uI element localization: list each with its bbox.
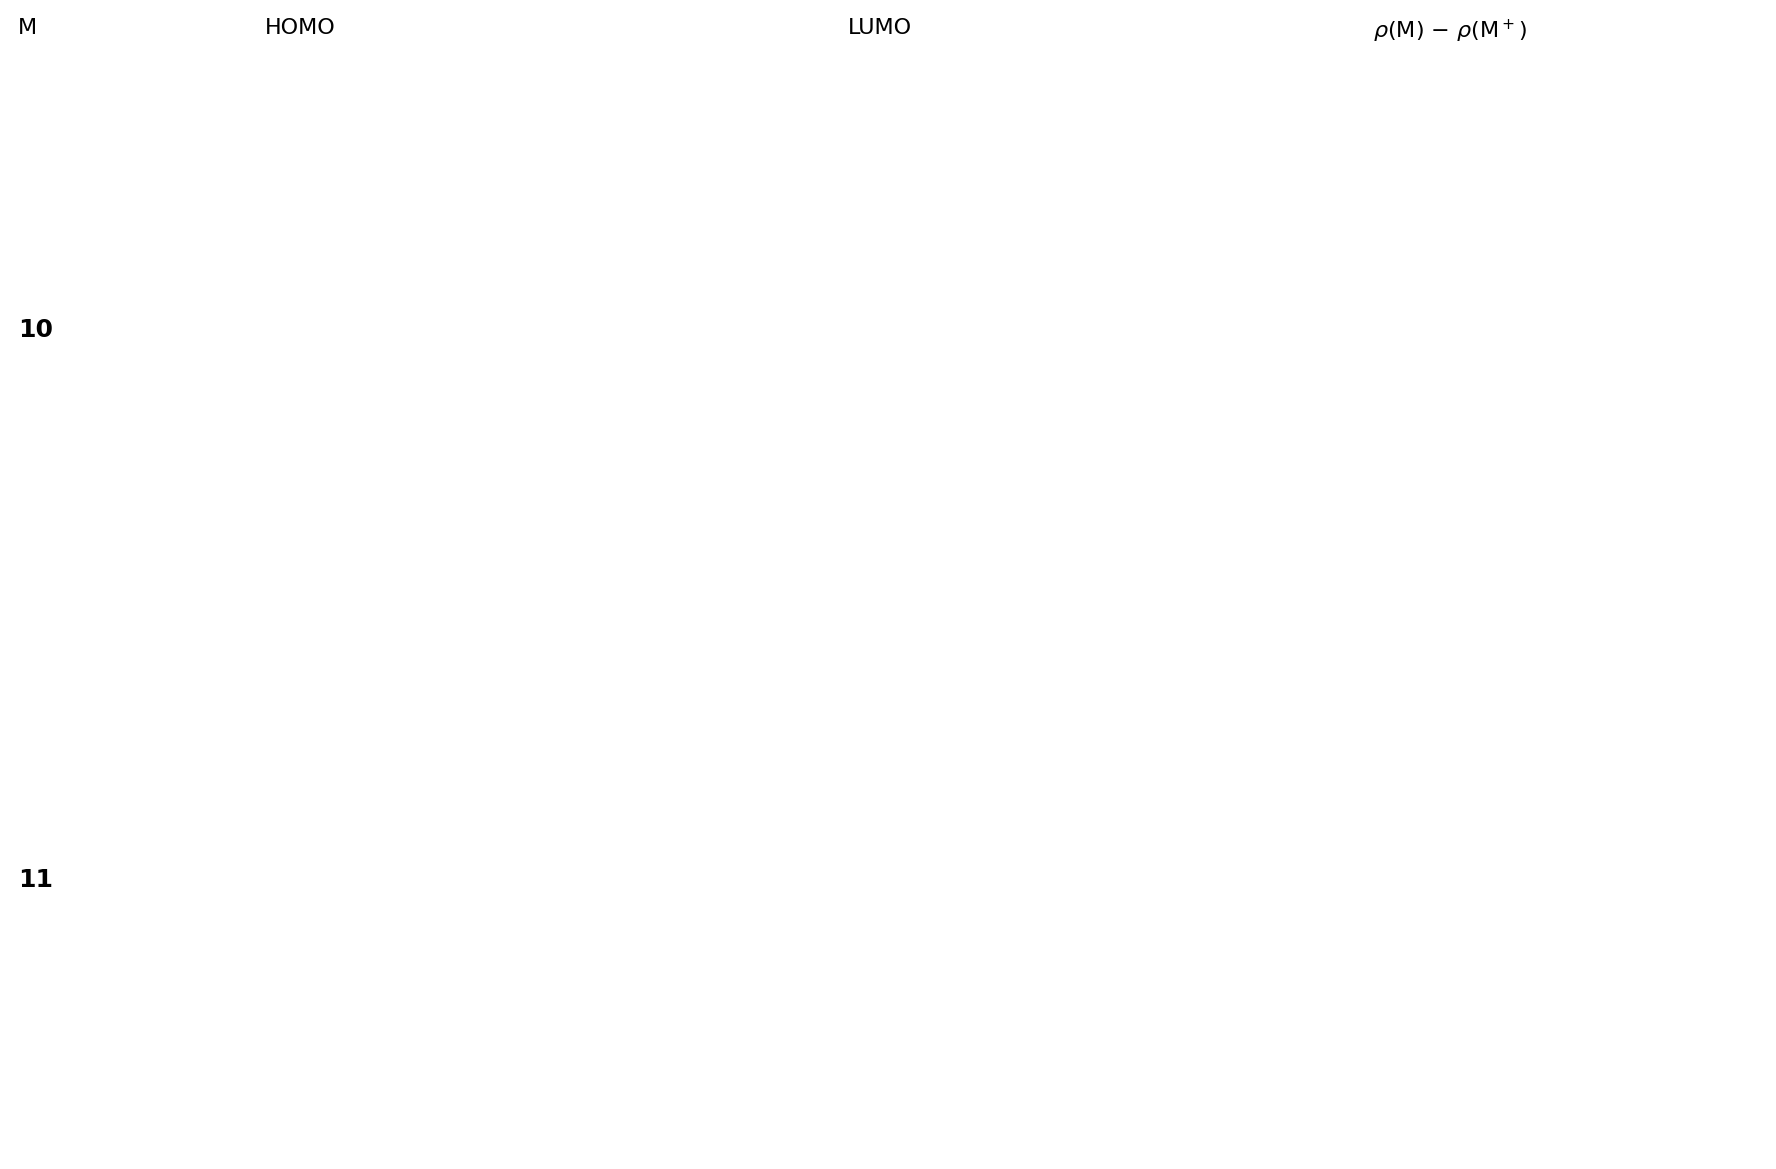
Text: $\rho$(M) $-$ $\rho$(M$^+$): $\rho$(M) $-$ $\rho$(M$^+$)	[1373, 18, 1527, 46]
Text: 11: 11	[18, 869, 53, 892]
Text: 10: 10	[18, 318, 53, 343]
Text: HOMO: HOMO	[265, 18, 336, 39]
Text: M: M	[18, 18, 37, 39]
Text: LUMO: LUMO	[847, 18, 913, 39]
